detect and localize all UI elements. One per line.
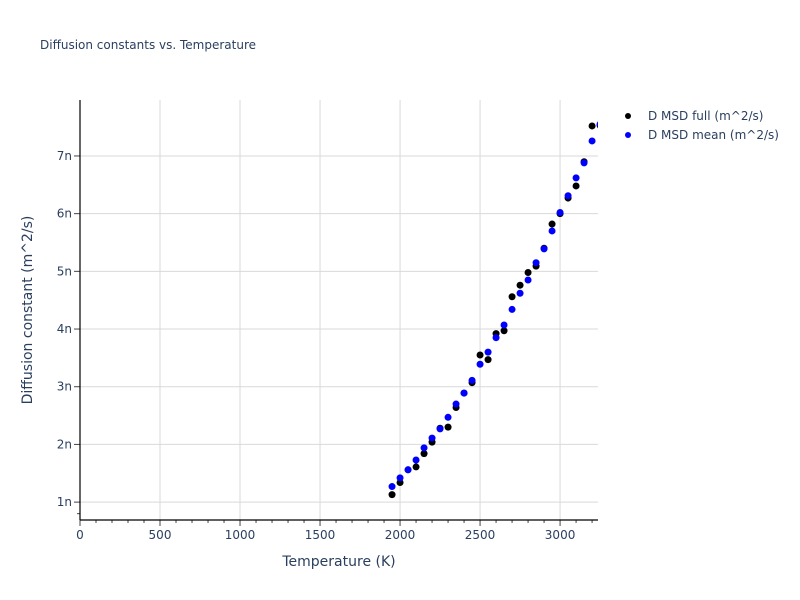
data-point	[548, 220, 556, 228]
axes: 0 500 1000 1500 2000 2500 3000 1n 2n 3n 4n 5n 6n 7n	[57, 100, 598, 542]
data-point	[500, 327, 508, 335]
data-point	[516, 281, 524, 289]
data-point	[588, 137, 596, 145]
data-point	[396, 474, 404, 482]
y-tick-label: 7n	[57, 149, 72, 163]
x-tick-label: 0	[76, 528, 84, 542]
data-point	[524, 269, 532, 276]
y-tick-label: 5n	[57, 264, 72, 278]
data-point	[500, 321, 508, 329]
data-point	[452, 400, 460, 408]
legend-item-mean[interactable]: D MSD mean (m^2/s)	[618, 125, 779, 144]
data-points	[388, 121, 598, 499]
legend-label: D MSD full (m^2/s)	[648, 108, 764, 123]
data-point	[516, 289, 524, 297]
data-point	[428, 434, 436, 442]
y-tick-label: 3n	[57, 380, 72, 394]
x-axis-title: Temperature (K)	[282, 554, 396, 570]
legend-marker-icon	[625, 112, 631, 119]
data-point	[468, 376, 476, 384]
x-tick-label: 500	[149, 528, 172, 542]
y-tick-label: 6n	[57, 207, 72, 221]
data-point	[508, 305, 516, 313]
x-tick-label: 2500	[465, 528, 496, 542]
data-point	[572, 174, 580, 182]
x-tick-label: 3000	[545, 528, 576, 542]
data-point	[556, 209, 564, 216]
data-point	[572, 182, 580, 190]
y-tick-label: 4n	[57, 322, 72, 336]
y-axis-title: Diffusion constant (m^2/s)	[20, 215, 36, 405]
data-point	[444, 423, 452, 431]
data-point	[444, 413, 452, 421]
x-tick-label: 1000	[225, 528, 256, 542]
data-point	[596, 121, 598, 128]
data-point	[476, 351, 484, 359]
data-point	[508, 293, 516, 301]
data-point	[532, 259, 540, 267]
legend-item-full[interactable]: D MSD full (m^2/s)	[618, 106, 779, 125]
data-point	[476, 360, 484, 368]
chart-title: Diffusion constants vs. Temperature	[40, 38, 257, 52]
data-point	[460, 389, 468, 397]
legend: D MSD full (m^2/s) D MSD mean (m^2/s)	[618, 106, 779, 144]
data-point	[484, 356, 492, 364]
data-point	[548, 227, 556, 235]
x-tick-label: 2000	[385, 528, 416, 542]
data-point	[484, 348, 492, 356]
y-tick-label: 1n	[57, 495, 72, 509]
y-tick-label: 2n	[57, 437, 72, 451]
data-point	[588, 122, 596, 130]
data-point	[524, 276, 532, 284]
data-point	[540, 245, 548, 253]
data-point	[388, 491, 396, 499]
data-point	[420, 444, 428, 452]
data-point	[420, 450, 428, 458]
data-point	[412, 456, 420, 464]
data-point	[436, 425, 444, 433]
legend-label: D MSD mean (m^2/s)	[648, 127, 779, 142]
data-point	[564, 192, 572, 200]
gridlines	[80, 100, 598, 520]
data-point	[388, 483, 396, 491]
data-point	[404, 466, 412, 474]
x-tick-label: 1500	[305, 528, 336, 542]
data-point	[580, 159, 588, 167]
legend-marker-icon	[625, 131, 631, 138]
data-point	[492, 334, 500, 342]
data-point	[412, 463, 420, 471]
